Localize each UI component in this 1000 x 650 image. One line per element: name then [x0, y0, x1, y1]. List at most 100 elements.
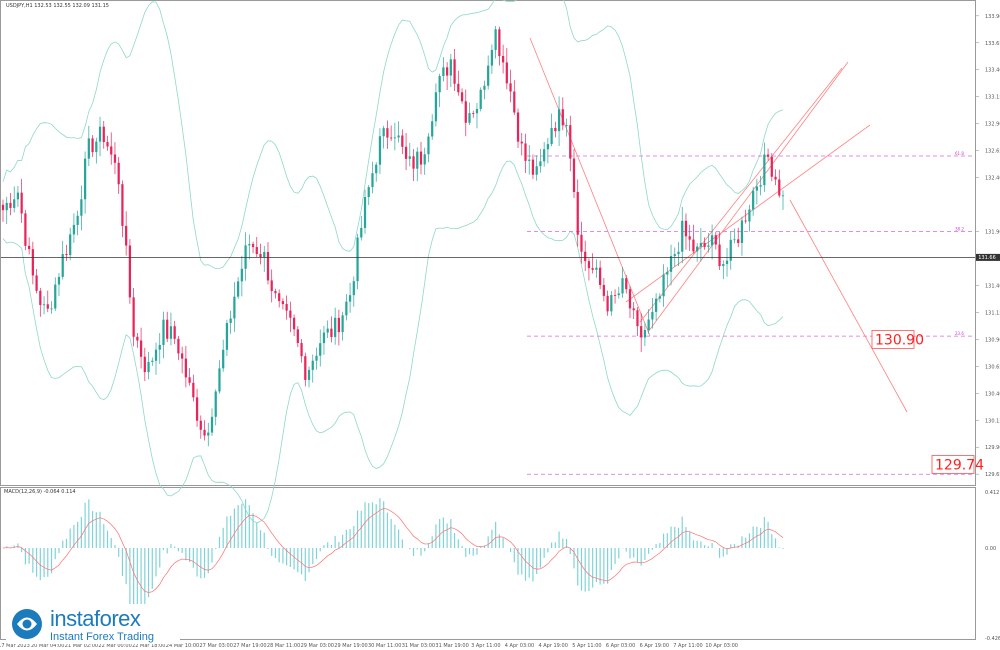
- candle-body: [28, 245, 31, 250]
- candle-body: [95, 141, 98, 153]
- candle-body: [647, 319, 650, 330]
- candle-body: [330, 328, 333, 337]
- candle-body: [576, 191, 579, 235]
- candle-body: [744, 220, 747, 222]
- candle-body: [546, 144, 549, 150]
- fib-label: 61.8: [955, 151, 964, 156]
- candle-body: [307, 369, 311, 380]
- candle-body: [748, 209, 751, 222]
- candle-body: [311, 360, 314, 370]
- candle-body: [46, 304, 49, 309]
- candle-body: [169, 326, 173, 339]
- candle-body: [557, 109, 561, 132]
- candle-body: [390, 137, 393, 139]
- candle-body: [154, 349, 158, 361]
- time-tick-label: 10 Apr 03:00: [705, 643, 738, 649]
- time-tick-label: 3 Apr 11:00: [471, 643, 500, 649]
- candle-body: [419, 151, 423, 165]
- candle-body: [494, 29, 497, 50]
- candle-body: [248, 244, 251, 246]
- candle-body: [319, 343, 322, 356]
- candle-body: [337, 317, 341, 333]
- chart-header: USDJPY,H1 132.53 132.55 132.09 131.15: [6, 3, 109, 9]
- current-price-label: 131.66: [978, 255, 996, 261]
- candle-body: [292, 317, 296, 330]
- candle-body: [106, 142, 109, 147]
- candle-body: [487, 65, 490, 86]
- candle-body: [572, 158, 576, 192]
- candle-body: [31, 249, 34, 276]
- candle-body: [181, 353, 184, 359]
- candle-body: [363, 197, 367, 228]
- price-tick-label: 133.90: [985, 14, 1000, 20]
- candle-body: [401, 135, 404, 147]
- price-tick-label: 132.40: [985, 176, 1000, 182]
- candle-body: [24, 213, 27, 246]
- candle-body: [255, 247, 258, 255]
- time-tick-label: 20 Mar 04:00: [31, 643, 64, 649]
- candle-body: [737, 239, 740, 243]
- macd-tick-label: 0.412: [985, 490, 999, 496]
- candle-body: [192, 382, 195, 398]
- candle-body: [240, 268, 243, 282]
- candle-body: [774, 176, 777, 180]
- candle-body: [188, 377, 191, 383]
- candle-body: [710, 235, 714, 246]
- candle-body: [528, 159, 531, 161]
- candle-body: [334, 317, 337, 337]
- candle-body: [516, 112, 520, 142]
- candle-body: [725, 260, 729, 265]
- candle-body: [759, 185, 762, 187]
- time-tick-label: 22 Mar 18:00: [132, 643, 165, 649]
- candle-body: [177, 338, 180, 354]
- candle-body: [681, 220, 684, 252]
- candle-body: [707, 245, 710, 247]
- candle-body: [166, 319, 169, 339]
- candle-body: [643, 329, 647, 338]
- instaforex-logo: instaforex Instant Forex Trading: [6, 604, 180, 644]
- candle-body: [143, 356, 146, 373]
- candle-body: [453, 59, 456, 84]
- price-tick-label: 129.65: [985, 472, 1000, 478]
- bollinger-lower: [2, 160, 784, 524]
- candle-body: [688, 236, 691, 240]
- candle-body: [606, 295, 609, 312]
- candle-body: [151, 360, 154, 362]
- candle-body: [266, 251, 270, 281]
- time-tick-label: 22 Mar 00:00: [98, 643, 131, 649]
- candle-body: [677, 251, 680, 255]
- candle-body: [636, 310, 639, 327]
- instaforex-logo-icon: [12, 609, 42, 639]
- candle-body: [136, 336, 139, 341]
- candle-body: [72, 224, 76, 235]
- candle-body: [285, 304, 288, 311]
- fib-label: 38.2: [955, 227, 964, 232]
- candle-body: [718, 244, 721, 267]
- candle-body: [569, 125, 572, 159]
- candle-body: [278, 293, 281, 302]
- candle-body: [125, 225, 128, 246]
- candle-body: [464, 101, 467, 123]
- candle-body: [423, 154, 426, 165]
- candle-body: [460, 92, 464, 102]
- price-tick-label: 132.90: [985, 122, 1000, 128]
- candle-body: [13, 199, 16, 208]
- candle-body: [509, 83, 512, 92]
- candle-body: [457, 83, 460, 93]
- candle-body: [233, 296, 236, 319]
- candle-body: [610, 295, 613, 312]
- macd-histogram: [2, 498, 784, 617]
- candle-body: [98, 126, 102, 142]
- time-tick-label: 31 Mar 03:00: [402, 643, 435, 649]
- candle-body: [602, 284, 605, 296]
- target-label: 129.74: [935, 458, 984, 474]
- candle-body: [442, 67, 445, 77]
- price-tick-label: 131.15: [985, 310, 1000, 316]
- candle-body: [404, 146, 408, 159]
- candle-body: [218, 368, 221, 392]
- candle-body: [304, 356, 307, 380]
- candle-body: [237, 281, 240, 297]
- time-tick-label: 4 Apr 19:00: [538, 643, 567, 649]
- price-tick-label: 131.40: [985, 283, 1000, 289]
